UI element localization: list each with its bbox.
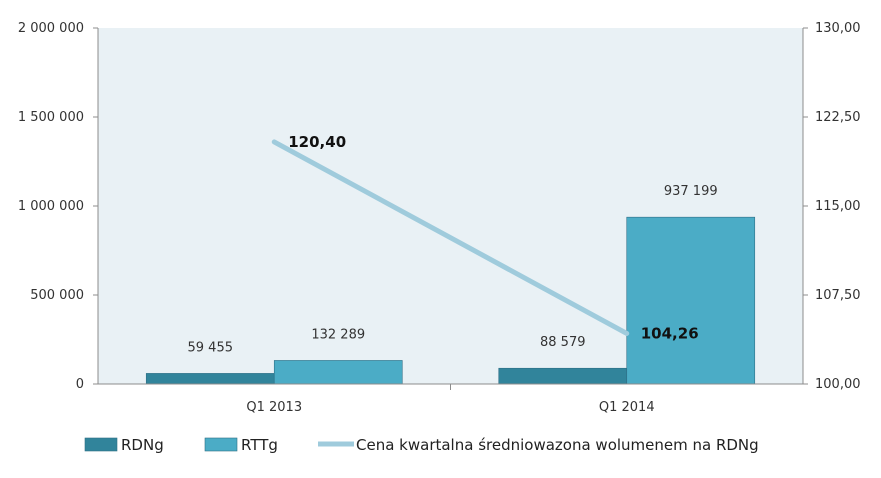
left-tick-label: 500 000 — [30, 288, 84, 303]
legend-swatch — [84, 437, 118, 452]
left-tick-label: 0 — [76, 377, 84, 392]
bar-data-label: 937 199 — [664, 184, 718, 199]
bar-rttg — [626, 216, 756, 385]
bar-data-label: 88 579 — [540, 335, 586, 350]
legend-swatch — [204, 437, 238, 452]
bar-rdng — [145, 373, 275, 385]
bar-marks: 59 455 132 289 88 579 937 199 — [145, 184, 756, 385]
line-series: 120,40 104,26 — [271, 133, 699, 342]
line-data-label: 120,40 — [288, 133, 346, 151]
right-tick-label: 122,50 — [815, 110, 861, 125]
left-tick-label: 1 500 000 — [18, 110, 84, 125]
legend-label: RDNg — [121, 436, 164, 454]
bar-data-label: 59 455 — [188, 340, 234, 355]
category-label: Q1 2014 — [599, 400, 655, 415]
right-tick-label: 130,00 — [815, 21, 861, 36]
axes: 0 500 000 1 000 000 1 500 000 2 000 000 100,0… — [18, 21, 861, 415]
legend-label: RTTg — [241, 436, 278, 454]
bar-rttg — [273, 360, 403, 385]
price-line — [271, 139, 630, 336]
left-tick-label: 1 000 000 — [18, 199, 84, 214]
bar-data-label: 132 289 — [311, 327, 365, 342]
legend-label: Cena kwartalna średniowazona wolumenem n… — [356, 436, 759, 454]
bar-rdng — [498, 367, 628, 385]
line-data-label: 104,26 — [641, 324, 699, 342]
category-label: Q1 2013 — [246, 400, 302, 415]
left-tick-label: 2 000 000 — [18, 21, 84, 36]
right-tick-label: 107,50 — [815, 288, 861, 303]
right-tick-label: 100,00 — [815, 377, 861, 392]
right-tick-label: 115,00 — [815, 199, 861, 214]
legend: RDNg RTTg Cena kwartalna średniowazona wol… — [84, 436, 759, 454]
